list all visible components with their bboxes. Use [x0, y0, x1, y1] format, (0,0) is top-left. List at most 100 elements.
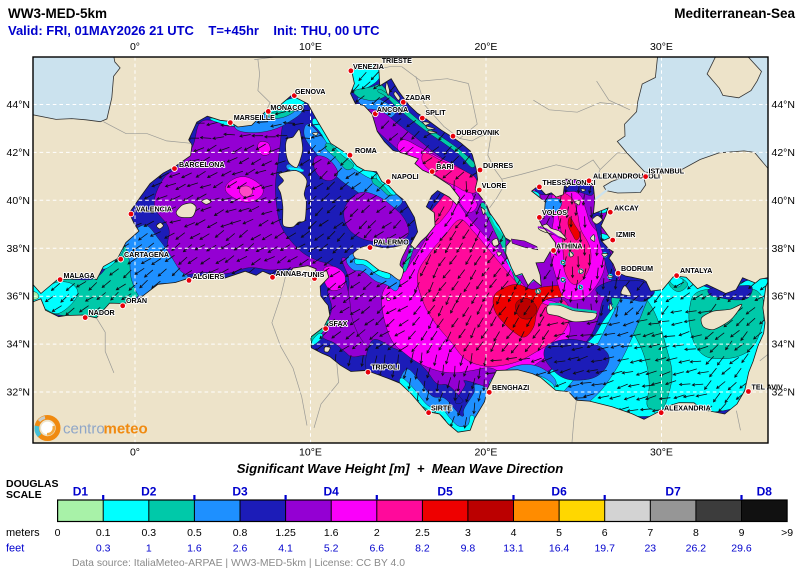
svg-text:MONACO: MONACO: [270, 104, 303, 112]
svg-text:8: 8: [693, 527, 699, 539]
svg-text:20°E: 20°E: [475, 447, 498, 459]
svg-text:36°N: 36°N: [772, 291, 795, 303]
svg-text:8.2: 8.2: [415, 543, 430, 555]
svg-text:2.6: 2.6: [233, 543, 248, 555]
svg-text:TRIPOLI: TRIPOLI: [371, 364, 399, 372]
svg-text:2.5: 2.5: [415, 527, 430, 539]
svg-text:D8: D8: [757, 485, 773, 499]
svg-text:TRIESTE: TRIESTE: [382, 57, 412, 65]
svg-text:0.5: 0.5: [187, 527, 202, 539]
svg-text:SFAX: SFAX: [329, 320, 348, 328]
svg-text:40°N: 40°N: [772, 195, 795, 207]
svg-text:23: 23: [644, 543, 656, 555]
svg-text:34°N: 34°N: [772, 339, 795, 351]
svg-text:30°E: 30°E: [650, 447, 673, 459]
svg-text:ANTALYA: ANTALYA: [680, 267, 712, 275]
svg-text:32°N: 32°N: [772, 387, 795, 399]
svg-text:5.2: 5.2: [324, 543, 339, 555]
svg-text:Data source: ItaliaMeteo-ARPAE: Data source: ItaliaMeteo-ARPAE | WW3-MED…: [72, 558, 405, 569]
svg-text:VOLOS: VOLOS: [542, 209, 567, 217]
svg-text:meters: meters: [6, 527, 40, 539]
svg-text:meteo: meteo: [104, 421, 148, 438]
svg-text:1.6: 1.6: [187, 543, 202, 555]
svg-text:44°N: 44°N: [7, 99, 30, 111]
svg-text:16.4: 16.4: [549, 543, 570, 555]
svg-text:1: 1: [146, 543, 152, 555]
svg-text:20°E: 20°E: [475, 41, 498, 53]
svg-text:SIRTE: SIRTE: [431, 405, 452, 413]
svg-text:NAPOLI: NAPOLI: [392, 173, 419, 181]
svg-text:ANCONA: ANCONA: [377, 106, 408, 114]
svg-text:ROMA: ROMA: [355, 147, 377, 155]
svg-text:32°N: 32°N: [7, 387, 30, 399]
svg-text:AKCAY: AKCAY: [614, 205, 639, 213]
svg-text:0: 0: [55, 527, 61, 539]
svg-text:VALENCIA: VALENCIA: [136, 206, 172, 214]
svg-text:0.8: 0.8: [233, 527, 248, 539]
svg-text:D7: D7: [665, 485, 681, 499]
svg-text:VLORE: VLORE: [482, 182, 507, 190]
svg-text:ALEXANDROUPOLI: ALEXANDROUPOLI: [593, 173, 660, 181]
svg-text:D4: D4: [324, 485, 340, 499]
svg-text:GENOVA: GENOVA: [295, 88, 325, 96]
svg-text:10°E: 10°E: [299, 447, 322, 459]
svg-text:7: 7: [647, 527, 653, 539]
svg-text:6.6: 6.6: [369, 543, 384, 555]
svg-text:6: 6: [602, 527, 608, 539]
svg-text:CARTAGENA: CARTAGENA: [124, 251, 169, 259]
svg-text:0°: 0°: [130, 41, 140, 53]
svg-text:40°N: 40°N: [7, 195, 30, 207]
svg-text:centro: centro: [63, 421, 105, 438]
svg-text:13.1: 13.1: [503, 543, 524, 555]
svg-text:30°E: 30°E: [650, 41, 673, 53]
svg-text:44°N: 44°N: [772, 99, 795, 111]
svg-text:D6: D6: [551, 485, 567, 499]
svg-text:9.8: 9.8: [461, 543, 476, 555]
svg-text:SPLIT: SPLIT: [425, 109, 446, 117]
svg-text:34°N: 34°N: [7, 339, 30, 351]
svg-text:4: 4: [511, 527, 517, 539]
svg-text:ZADAR: ZADAR: [405, 94, 431, 102]
svg-text:D5: D5: [437, 485, 453, 499]
svg-text:9: 9: [739, 527, 745, 539]
svg-text:>9: >9: [781, 527, 793, 539]
svg-text:ALEXANDRIA: ALEXANDRIA: [664, 405, 711, 413]
svg-text:0.1: 0.1: [96, 527, 111, 539]
svg-text:3: 3: [465, 527, 471, 539]
svg-text:5: 5: [556, 527, 562, 539]
svg-text:MARSEILLE: MARSEILLE: [234, 114, 275, 122]
svg-text:TEL AVIV: TEL AVIV: [752, 383, 783, 391]
svg-text:0°: 0°: [130, 447, 140, 459]
svg-text:42°N: 42°N: [7, 147, 30, 159]
svg-text:ISTANBUL: ISTANBUL: [649, 168, 685, 176]
svg-text:PALERMO: PALERMO: [374, 239, 410, 247]
svg-text:2: 2: [374, 527, 380, 539]
svg-text:THESSALONIKI: THESSALONIKI: [542, 179, 595, 187]
svg-text:38°N: 38°N: [772, 243, 795, 255]
svg-text:IZMIR: IZMIR: [616, 231, 636, 239]
svg-text:feet: feet: [6, 543, 24, 555]
svg-text:BODRUM: BODRUM: [621, 265, 653, 273]
svg-text:36°N: 36°N: [7, 291, 30, 303]
svg-text:4.1: 4.1: [278, 543, 293, 555]
svg-text:DOUGLAS: DOUGLAS: [6, 478, 59, 490]
svg-text:DUBROVNIK: DUBROVNIK: [456, 129, 500, 137]
svg-text:TUNIS: TUNIS: [303, 271, 325, 279]
svg-text:10°E: 10°E: [299, 41, 322, 53]
svg-text:NADOR: NADOR: [89, 309, 116, 317]
svg-text:26.2: 26.2: [686, 543, 707, 555]
svg-text:BARI: BARI: [436, 163, 453, 171]
svg-text:MALAGA: MALAGA: [64, 272, 95, 280]
svg-text:0.3: 0.3: [96, 543, 111, 555]
svg-text:BARCELONA: BARCELONA: [179, 161, 225, 169]
svg-text:D2: D2: [141, 485, 157, 499]
svg-text:ATHINA: ATHINA: [556, 243, 582, 251]
svg-text:0.3: 0.3: [141, 527, 156, 539]
svg-text:SCALE: SCALE: [6, 489, 42, 501]
svg-text:ALGIERS: ALGIERS: [193, 273, 225, 281]
svg-text:42°N: 42°N: [772, 147, 795, 159]
svg-text:38°N: 38°N: [7, 243, 30, 255]
svg-text:ORAN: ORAN: [126, 297, 147, 305]
svg-text:29.6: 29.6: [731, 543, 752, 555]
svg-text:19.7: 19.7: [594, 543, 615, 555]
